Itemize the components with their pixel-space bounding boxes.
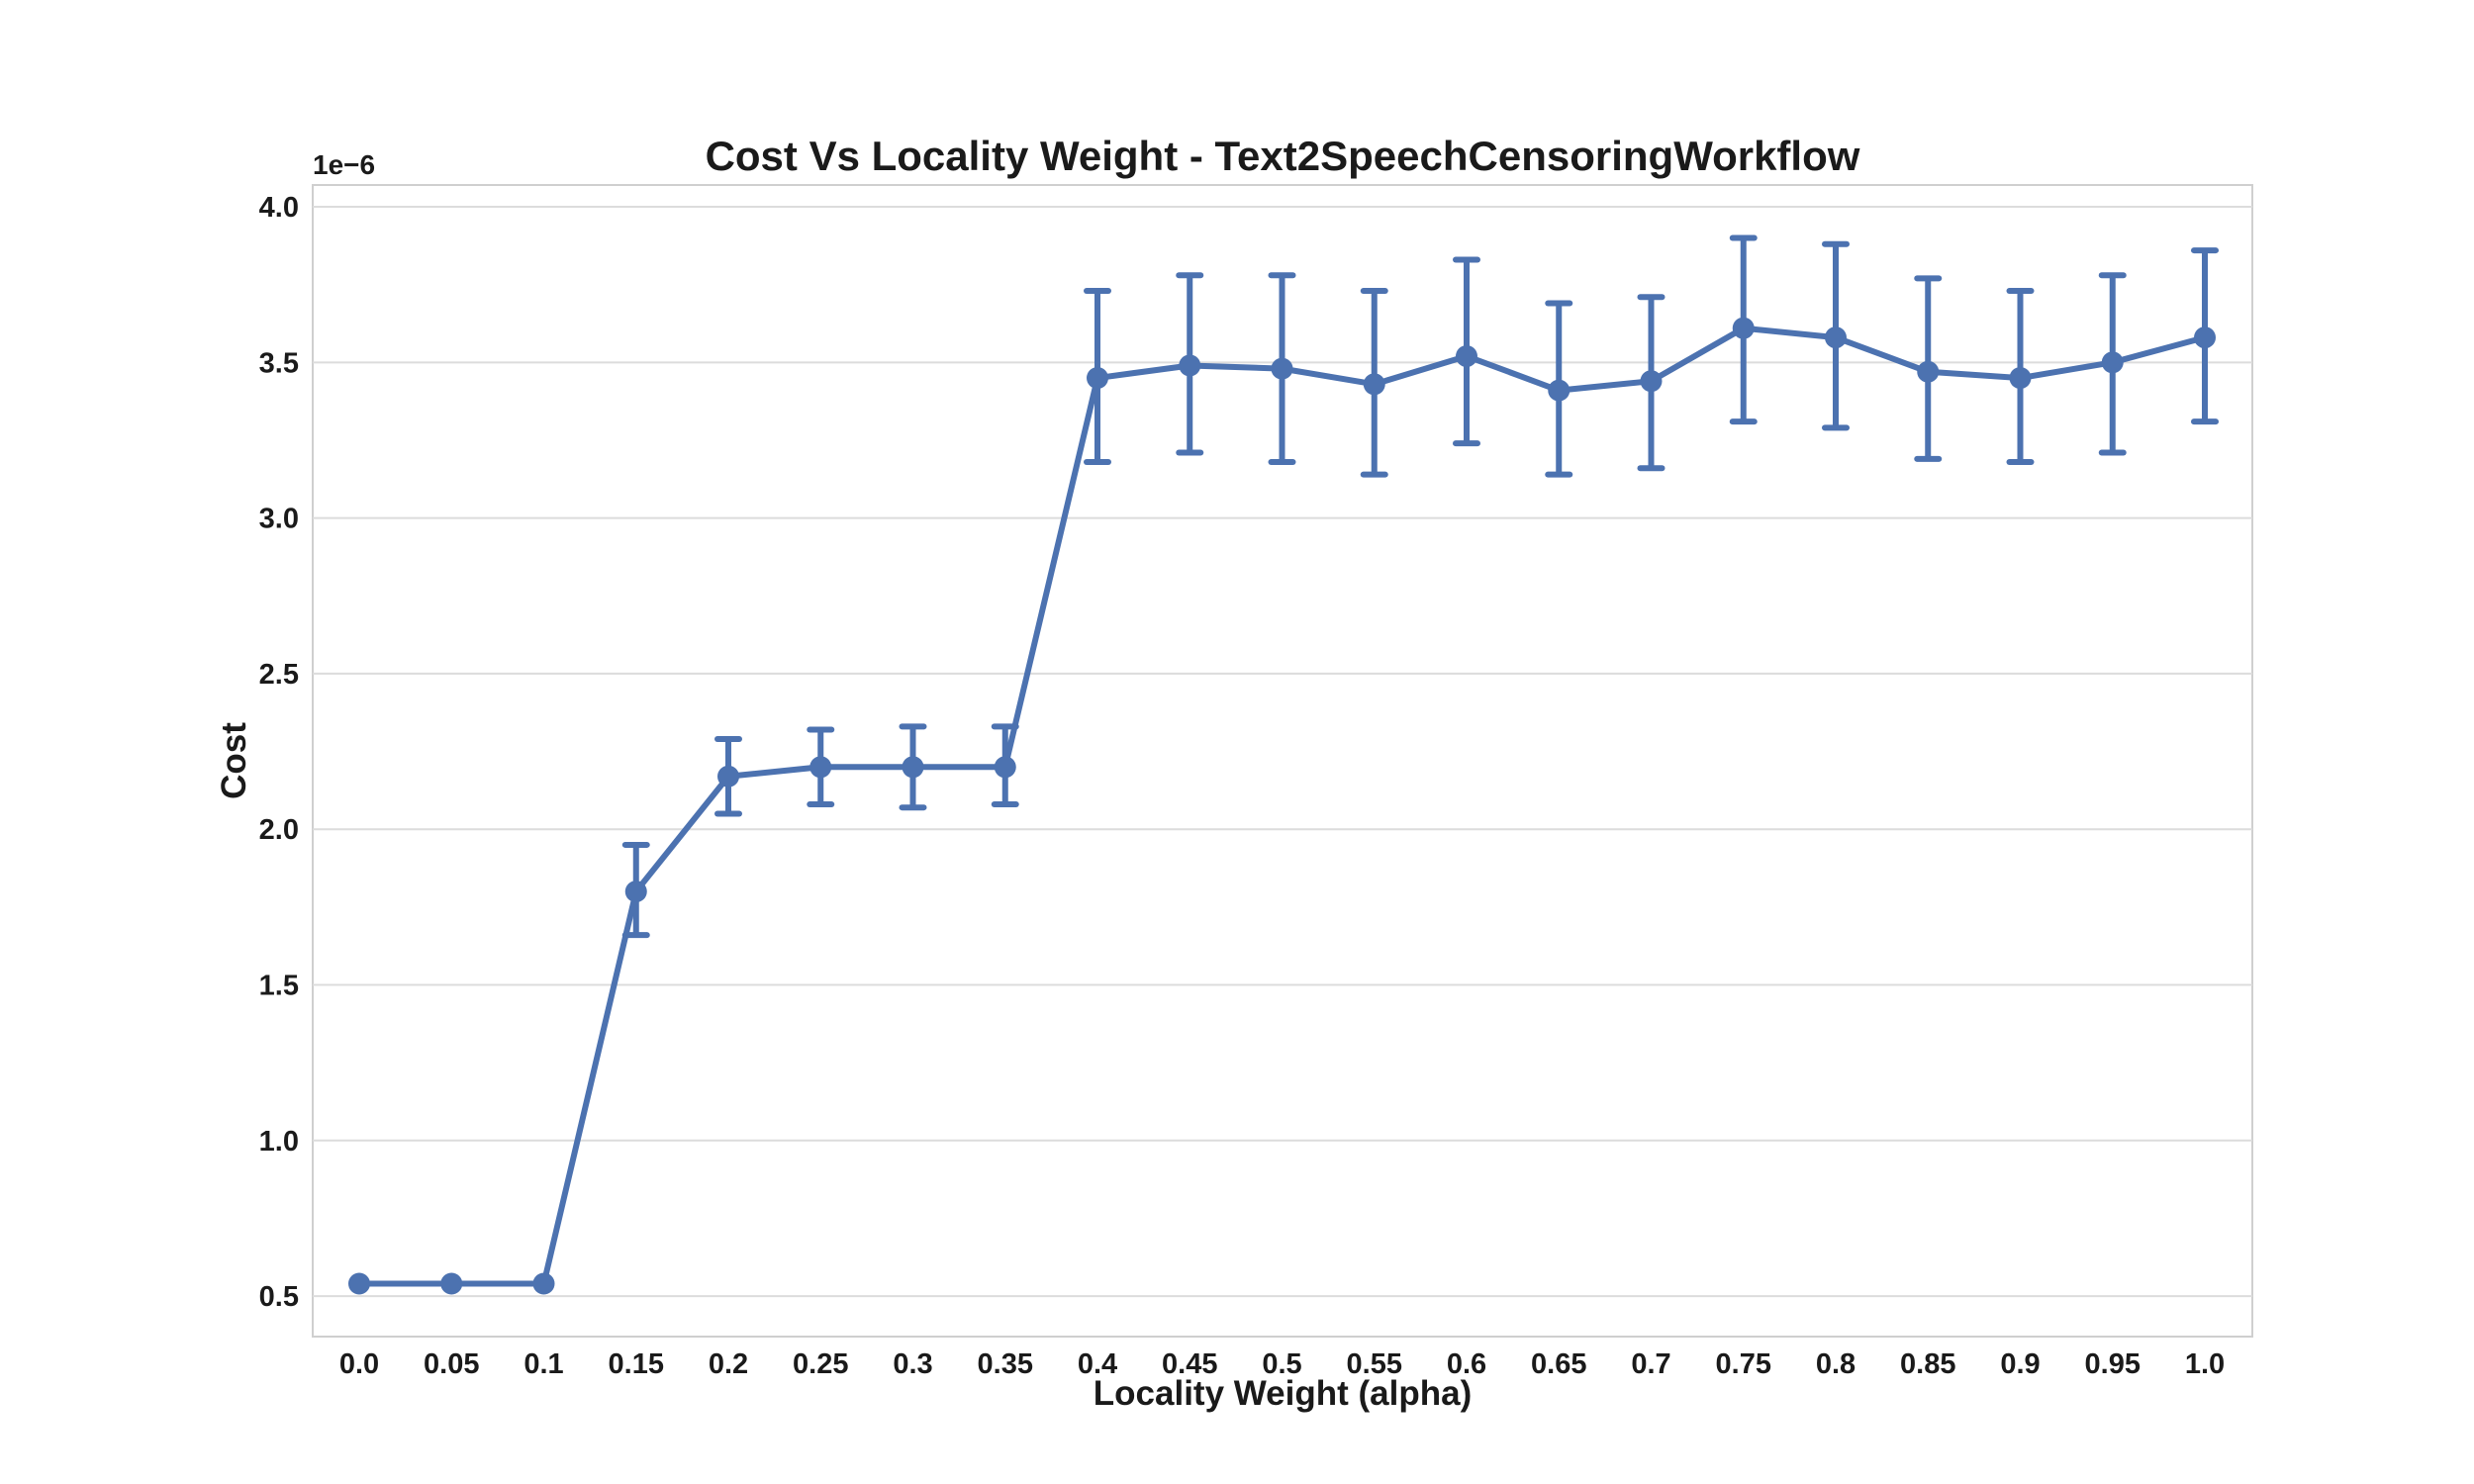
data-point [624,881,647,903]
x-tick-label: 0.75 [1716,1348,1771,1380]
data-point [348,1272,370,1295]
x-tick-label: 0.0 [339,1348,379,1380]
data-point [994,756,1016,779]
data-point [1087,367,1108,390]
x-tick-label: 0.95 [2085,1348,2141,1380]
data-point [1640,370,1663,393]
y-tick-label: 2.5 [259,659,299,691]
data-point [717,765,739,788]
x-tick-labels: 0.0 0.05 0.1 0.15 0.2 0.25 0.3 0.35 0.4 0.45 0.5 0.… [339,1348,2225,1380]
data-point [2194,326,2216,349]
y-tick-label: 3.5 [259,347,299,379]
y-tick-label: 2.0 [259,814,299,846]
y-tick-label: 3.0 [259,504,299,535]
x-tick-label: 1.0 [2185,1348,2225,1380]
data-point [1548,379,1570,402]
data-point [1456,345,1477,368]
x-tick-label: 0.3 [893,1348,932,1380]
x-tick-label: 0.65 [1531,1348,1586,1380]
y-tick-label: 1.5 [259,971,299,1002]
y-tick-label: 0.5 [259,1281,299,1313]
x-tick-label: 0.15 [609,1348,664,1380]
x-tick-label: 0.8 [1816,1348,1856,1380]
data-point [532,1272,555,1295]
x-tick-label: 0.5 [1262,1348,1301,1380]
y-offset-label: 1e−6 [313,149,375,180]
data-point [440,1272,463,1295]
x-tick-label: 0.9 [2000,1348,2040,1380]
x-tick-label: 0.2 [709,1348,748,1380]
x-tick-label: 0.55 [1347,1348,1402,1380]
data-points [348,317,2216,1295]
data-point [1363,373,1385,396]
data-point [902,756,924,779]
data-point [2101,351,2124,374]
chart-title: Cost Vs Locality Weight - Text2SpeechCen… [706,133,1860,179]
y-tick-label: 1.0 [259,1126,299,1158]
x-tick-label: 0.25 [793,1348,848,1380]
x-tick-label: 0.85 [1900,1348,1955,1380]
y-axis-title: Cost [215,722,253,799]
data-point [1917,360,1940,383]
x-tick-label: 0.45 [1162,1348,1217,1380]
data-point [1271,357,1293,380]
x-tick-label: 0.6 [1447,1348,1486,1380]
y-tick-label: 4.0 [259,192,299,224]
x-tick-label: 0.05 [424,1348,479,1380]
x-tick-label: 0.4 [1078,1348,1117,1380]
data-point [809,756,832,779]
x-tick-label: 0.35 [978,1348,1033,1380]
x-tick-label: 0.1 [523,1348,563,1380]
data-point [1732,317,1755,339]
x-axis-title: Locality Weight (alpha) [1094,1374,1472,1413]
data-point [2009,367,2032,390]
data-point [1179,354,1201,377]
data-point [1825,326,1847,349]
y-tick-labels: 0.5 1.0 1.5 2.0 2.5 3.0 3.5 4.0 [259,192,299,1313]
x-tick-label: 0.7 [1631,1348,1670,1380]
